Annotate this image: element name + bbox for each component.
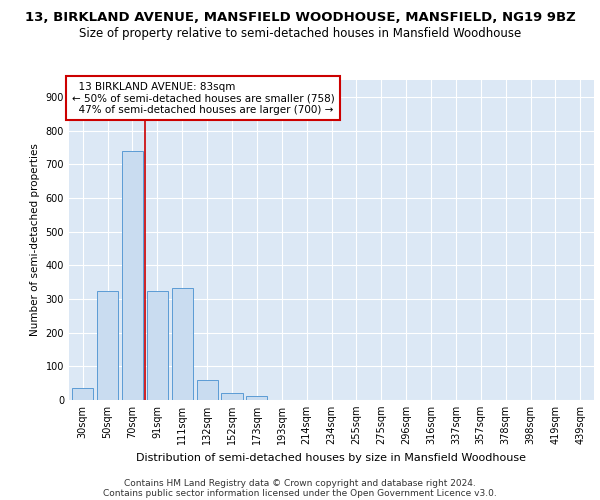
Bar bbox=[197, 380, 218, 400]
Bar bbox=[72, 388, 93, 400]
Bar bbox=[147, 291, 168, 400]
Text: Contains public sector information licensed under the Open Government Licence v3: Contains public sector information licen… bbox=[103, 488, 497, 498]
Text: 13, BIRKLAND AVENUE, MANSFIELD WOODHOUSE, MANSFIELD, NG19 9BZ: 13, BIRKLAND AVENUE, MANSFIELD WOODHOUSE… bbox=[25, 11, 575, 24]
Bar bbox=[246, 396, 268, 400]
Text: Contains HM Land Registry data © Crown copyright and database right 2024.: Contains HM Land Registry data © Crown c… bbox=[124, 478, 476, 488]
Bar bbox=[221, 392, 242, 400]
Y-axis label: Number of semi-detached properties: Number of semi-detached properties bbox=[30, 144, 40, 336]
Bar bbox=[122, 150, 143, 400]
Bar bbox=[172, 288, 193, 400]
Bar bbox=[97, 291, 118, 400]
X-axis label: Distribution of semi-detached houses by size in Mansfield Woodhouse: Distribution of semi-detached houses by … bbox=[137, 452, 527, 462]
Text: 13 BIRKLAND AVENUE: 83sqm
← 50% of semi-detached houses are smaller (758)
  47% : 13 BIRKLAND AVENUE: 83sqm ← 50% of semi-… bbox=[71, 82, 334, 115]
Text: Size of property relative to semi-detached houses in Mansfield Woodhouse: Size of property relative to semi-detach… bbox=[79, 28, 521, 40]
